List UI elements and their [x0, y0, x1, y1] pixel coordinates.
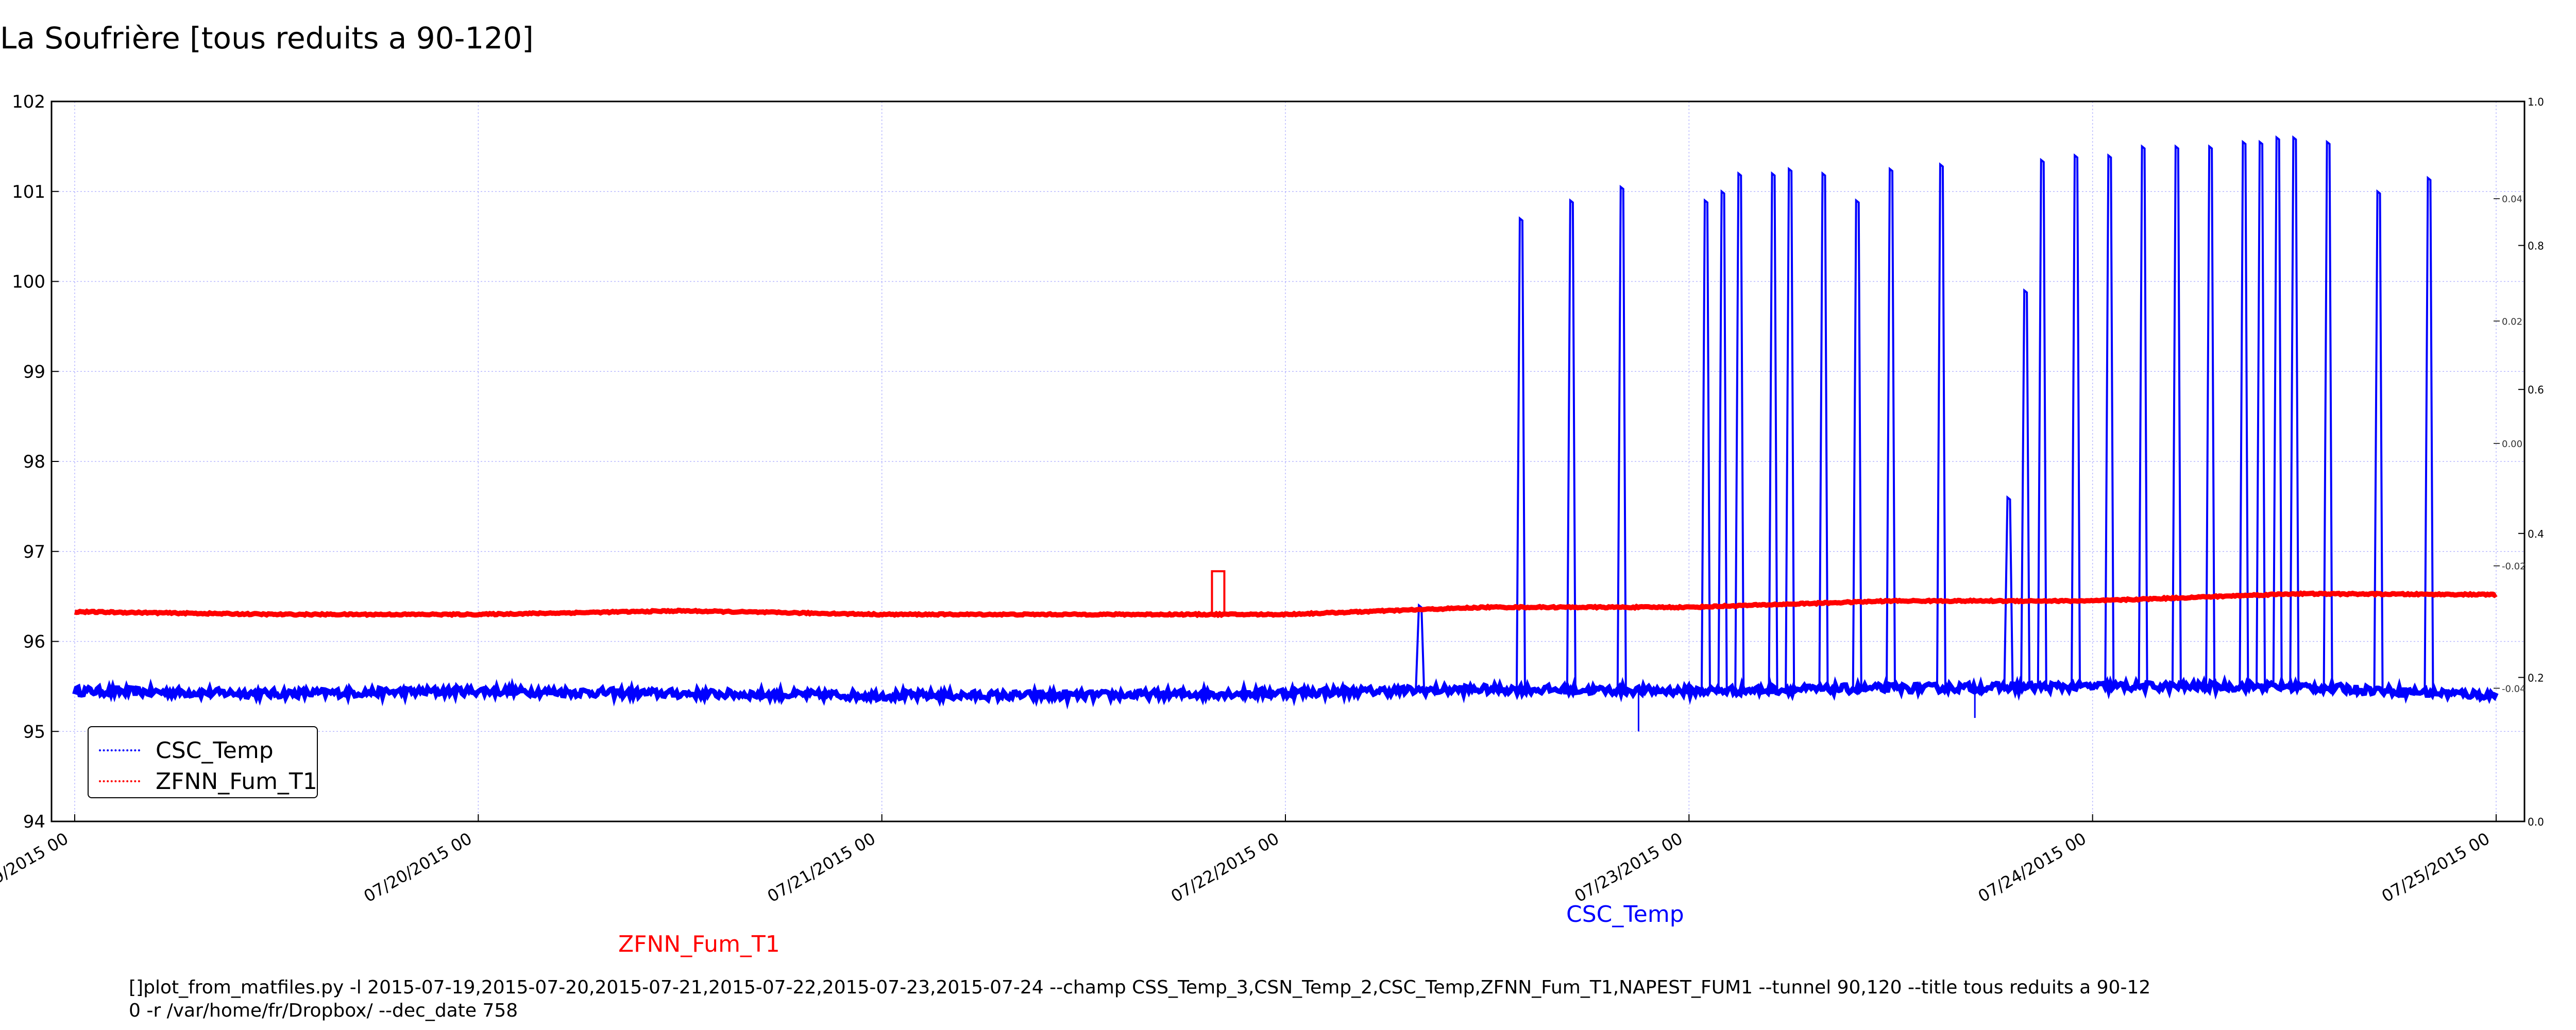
right-inner-tick-label: 0.00	[2502, 439, 2522, 450]
legend: CSC_Temp ZFNN_Fum_T1	[88, 726, 318, 798]
command-line-text: []plot_from_matfiles.py -l 2015-07-19,20…	[129, 977, 2151, 1021]
csc-temp-spike	[1785, 166, 1795, 690]
csc-temp-spike	[2171, 144, 2182, 686]
zfnn-label: ZFNN_Fum_T1	[618, 931, 780, 957]
x-tick-label: 07/19/2015 00	[0, 829, 72, 906]
csc-temp-spike	[2003, 495, 2014, 688]
chart-title: La Soufrière [tous reduits a 90-120]	[0, 21, 534, 56]
legend-item-zfnn: ZFNN_Fum_T1	[99, 768, 317, 795]
x-tick-label: 07/24/2015 00	[1975, 829, 2090, 906]
right-outer-tick-label: 0.8	[2528, 240, 2544, 252]
x-tick-label: 07/20/2015 00	[361, 829, 476, 906]
csc-temp-spike	[2272, 135, 2283, 686]
y-tick-label: 94	[23, 812, 45, 832]
csc-temp-spike	[2037, 158, 2047, 687]
series-layer	[72, 135, 2499, 732]
legend-item-csc: CSC_Temp	[99, 737, 274, 764]
csc-temp-spike	[2289, 135, 2300, 686]
csc-temp-spike	[1818, 171, 1829, 690]
y-tick-label: 102	[12, 92, 45, 112]
csc-temp-spike	[2138, 144, 2148, 686]
csc-temp-spike	[2020, 288, 2031, 688]
csc-temp-spike	[2239, 140, 2249, 686]
csc-temp-spike	[1515, 216, 1526, 690]
csc-temp-spike	[1886, 166, 1896, 689]
csc-temp-spike	[2256, 140, 2266, 686]
csc-temp-spike	[1616, 184, 1627, 691]
csc-temp-spike	[2205, 144, 2216, 686]
right-outer-tick-label: 1.0	[2528, 96, 2544, 108]
x-tick-label: 07/23/2015 00	[1571, 829, 1686, 906]
plot-frame	[50, 100, 2526, 822]
right-outer-tick-label: 0.0	[2528, 816, 2544, 828]
legend-label-csc: CSC_Temp	[156, 737, 274, 764]
y-tick-label: 95	[23, 722, 45, 742]
y-tick-label: 101	[12, 182, 45, 202]
y-tick-label: 97	[23, 542, 45, 562]
csc-temp-spike	[2323, 140, 2333, 688]
right-inner-tick-label: -0.04	[2502, 683, 2526, 694]
y-tick-label: 99	[23, 362, 45, 382]
zfnn-fum-spike	[1211, 570, 1226, 616]
legend-label-zfnn: ZFNN_Fum_T1	[156, 768, 317, 795]
y-tick-label: 96	[23, 632, 45, 653]
right-outer-tick-label: 0.4	[2528, 528, 2544, 540]
x-tick-label: 07/22/2015 00	[1167, 829, 1282, 906]
zfnn-fum-line	[74, 590, 2498, 619]
x-tick-label: 07/21/2015 00	[764, 829, 879, 906]
csc-temp-spike	[2071, 153, 2081, 687]
csc-temp-line	[72, 674, 2499, 710]
x-tick-label: 07/25/2015 00	[2378, 829, 2493, 906]
grid-lines	[52, 101, 2524, 822]
right-inner-tick-label: 0.02	[2502, 316, 2522, 327]
csc-temp-spike	[1415, 603, 1426, 691]
axes: 07/19/2015 00 07/20/2015 00 07/21/2015 00 0…	[0, 92, 2544, 906]
right-inner-tick-label: -0.02	[2502, 561, 2526, 572]
right-outer-tick-label: 0.2	[2528, 672, 2544, 684]
y-tick-label: 100	[12, 272, 45, 293]
right-inner-tick-label: 0.04	[2502, 194, 2522, 205]
csc-temp-spike	[1734, 171, 1745, 691]
csc-temp-spike	[2373, 189, 2384, 691]
y-tick-label: 98	[23, 452, 45, 472]
csc-temp-spike	[1852, 198, 1862, 689]
csc-temp-spike	[1768, 171, 1778, 690]
legend-swatch-csc	[99, 749, 140, 751]
csc-temp-spike	[2424, 176, 2434, 693]
csc-label: CSC_Temp	[1566, 901, 1684, 928]
csc-temp-spike	[1936, 162, 1946, 688]
csc-temp-spike	[1700, 198, 1711, 691]
csc-temp-spike	[1717, 189, 1728, 691]
legend-swatch-zfnn	[99, 780, 140, 782]
csc-temp-spike	[2104, 153, 2115, 686]
right-outer-tick-label: 0.6	[2528, 384, 2544, 396]
csc-temp-spike	[1566, 198, 1577, 690]
